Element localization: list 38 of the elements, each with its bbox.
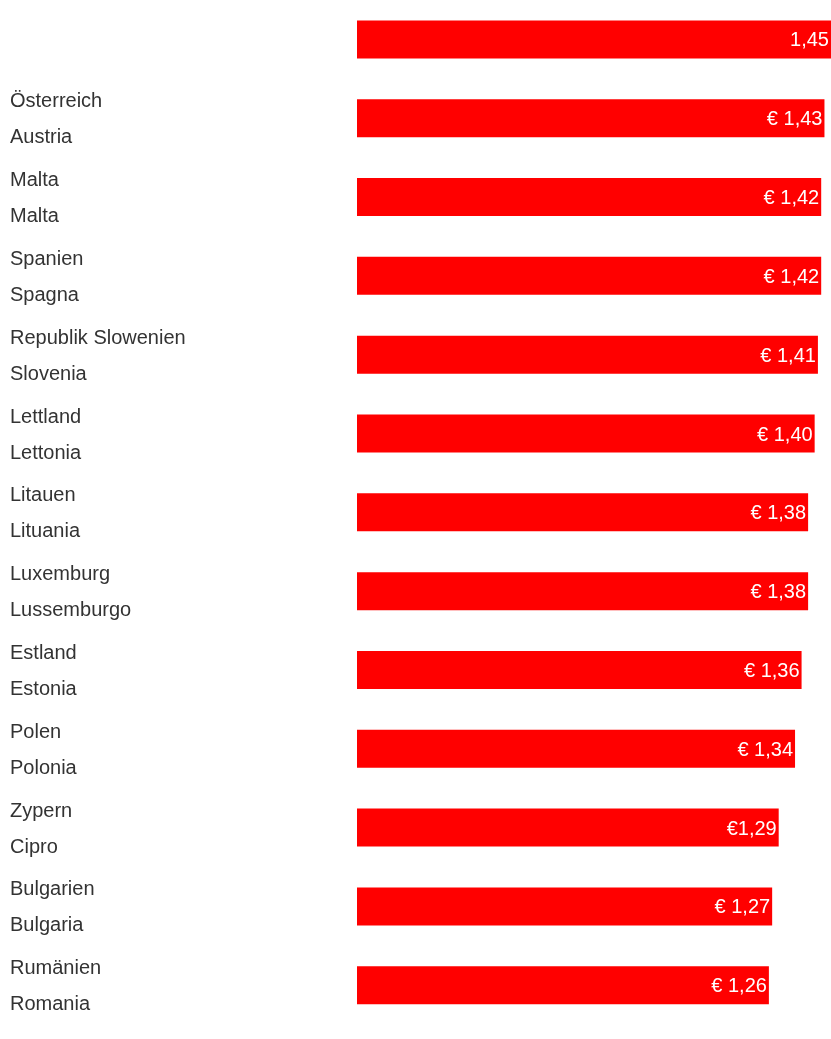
y-tick-label: Bulgarien Bulgaria: [10, 877, 95, 936]
data-label: € 1,43: [766, 107, 823, 130]
bar: [357, 414, 815, 453]
y-tick-label: Rumänien Romania: [10, 956, 102, 1015]
y-tick-label: Estland Estonia: [10, 640, 78, 699]
y-tick-label: Luxemburg Lussemburgo: [10, 562, 132, 621]
data-label: € 1,38: [750, 501, 807, 524]
data-label: € 1,42: [763, 264, 820, 287]
data-label: € 1,38: [750, 580, 807, 603]
bar: [357, 887, 773, 926]
y-tick-label: Spanien Spagna: [10, 246, 84, 305]
bar: [357, 99, 825, 138]
data-label: € 1,34: [737, 737, 794, 760]
bar: [357, 493, 809, 532]
y-tick-label: Litauen Lituania: [10, 483, 81, 542]
data-label: 1,45: [790, 28, 829, 51]
bar: [357, 256, 822, 295]
bar: [357, 178, 822, 217]
y-tick-label: Zypern Cipro: [10, 798, 73, 857]
data-label: € 1,41: [760, 343, 816, 366]
y-tick-label: Republik Slowenien Slovenia: [10, 325, 186, 384]
y-tick-label: Lettland Lettonia: [10, 404, 83, 463]
bar: [357, 20, 831, 59]
bar: [357, 808, 779, 847]
data-label: € 1,42: [763, 186, 820, 209]
bar: [357, 335, 818, 374]
data-label: € 1,40: [757, 422, 813, 445]
bar: [357, 650, 802, 689]
y-tick-label: Malta Malta: [10, 168, 60, 227]
bar: [357, 966, 769, 1005]
data-label: € 1,36: [743, 658, 800, 681]
data-label: € 1,27: [714, 895, 771, 918]
bar: [357, 729, 796, 768]
data-label: € 1,26: [711, 974, 767, 997]
y-tick-label: Österreich Austria: [10, 89, 103, 148]
bar: [357, 572, 809, 611]
data-label: €1,29: [726, 816, 777, 839]
y-tick-label: Polen Polonia: [10, 719, 78, 778]
